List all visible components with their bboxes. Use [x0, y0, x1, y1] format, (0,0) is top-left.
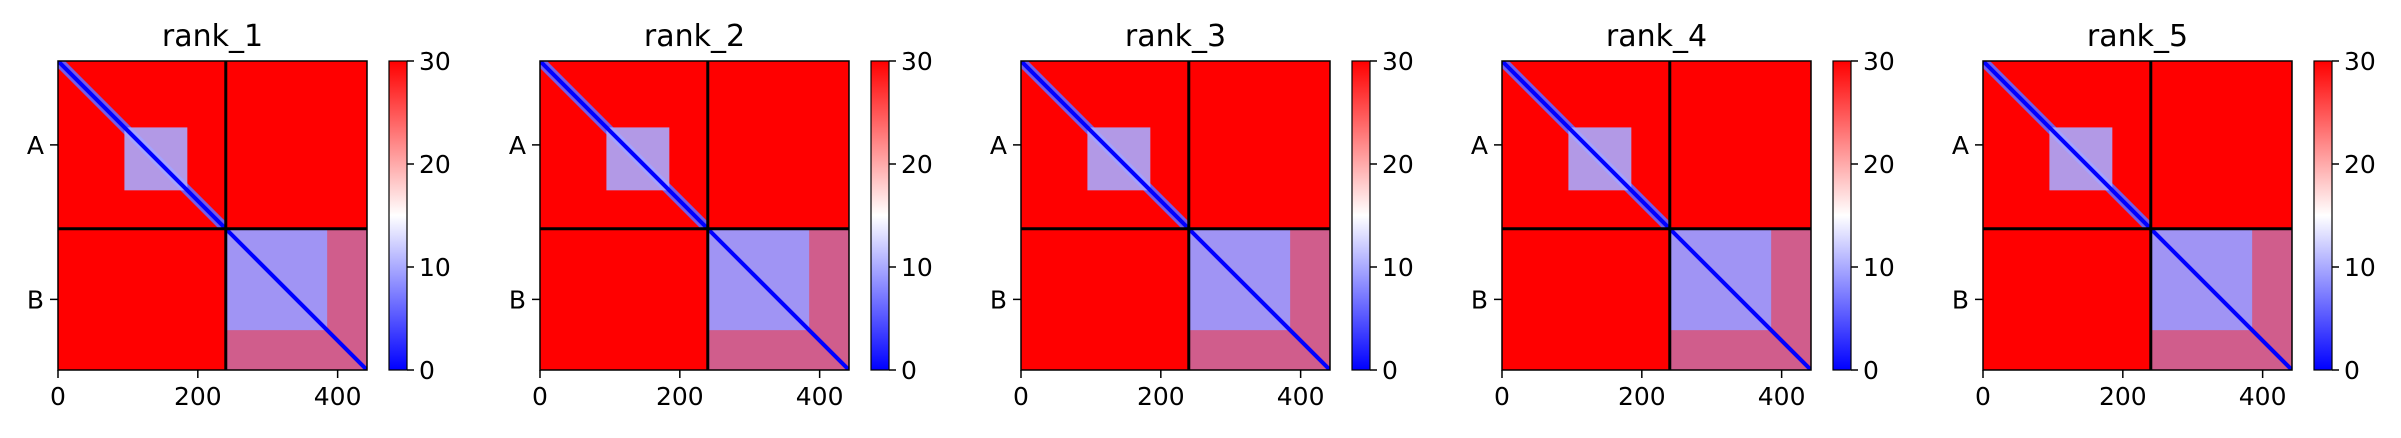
colorbar-tick-label: 10 [2344, 253, 2376, 282]
panel-title: rank_4 [1606, 19, 1707, 54]
pae-panel-rank_5: rank_5 0 200 400 A B 0 10 20 30 [1952, 19, 2376, 411]
x-tick-label: 0 [50, 382, 66, 411]
x-tick-label: 200 [174, 382, 222, 411]
colorbar-tick-label: 0 [1382, 356, 1398, 385]
pae-panel-rank_3: rank_3 0 200 400 A B 0 10 20 30 [990, 19, 1414, 411]
y-tick-label: A [27, 131, 44, 160]
axes-frame [1020, 60, 1331, 371]
colorbar [1351, 60, 1371, 371]
colorbar [388, 60, 408, 371]
x-tick-label: 0 [1013, 382, 1029, 411]
y-tick-label: A [509, 131, 526, 160]
x-tick-label: 200 [1137, 382, 1185, 411]
axes-frame [1982, 60, 2293, 371]
y-tick-label: B [1952, 285, 1969, 314]
colorbar [1832, 60, 1852, 371]
colorbar-tick-label: 20 [901, 150, 933, 179]
x-tick-label: 400 [314, 382, 362, 411]
x-tick-label: 400 [1277, 382, 1325, 411]
colorbar-tick-label: 30 [1863, 47, 1895, 76]
axes-frame [1501, 60, 1812, 371]
colorbar-tick-label: 20 [2344, 150, 2376, 179]
heatmap-diagonal [1983, 61, 2292, 370]
colorbar-tick-label: 30 [1382, 47, 1414, 76]
y-tick-label: B [1471, 285, 1488, 314]
heatmap-cells [1021, 61, 1330, 370]
colorbar-tick-label: 20 [419, 150, 451, 179]
colorbar-tick-label: 30 [2344, 47, 2376, 76]
x-tick-label: 0 [532, 382, 548, 411]
y-tick-label: B [27, 285, 44, 314]
heatmap-diagonal [1021, 61, 1330, 370]
y-tick-label: A [1471, 131, 1488, 160]
colorbar-tick-label: 0 [1863, 356, 1879, 385]
y-tick-label: A [990, 131, 1007, 160]
colorbar-tick-label: 0 [901, 356, 917, 385]
colorbar-tick-label: 0 [419, 356, 435, 385]
y-tick-label: B [990, 285, 1007, 314]
panel-title: rank_3 [1125, 19, 1226, 54]
heatmap-cells [540, 61, 849, 370]
panel-title: rank_2 [644, 19, 745, 54]
colorbar-tick-label: 20 [1382, 150, 1414, 179]
colorbar-tick-label: 10 [419, 253, 451, 282]
colorbar-tick-label: 30 [901, 47, 933, 76]
colorbar-tick-label: 0 [2344, 356, 2360, 385]
colorbar [870, 60, 890, 371]
heatmap-cells [1502, 61, 1811, 370]
y-tick-label: B [509, 285, 526, 314]
colorbar-tick-label: 30 [419, 47, 451, 76]
heatmap-diagonal [540, 61, 849, 370]
axes-frame [539, 60, 850, 371]
x-tick-label: 0 [1975, 382, 1991, 411]
x-tick-label: 200 [2099, 382, 2147, 411]
pae-panel-rank_4: rank_4 0 200 400 A B 0 10 20 30 [1471, 19, 1895, 411]
x-tick-label: 200 [1618, 382, 1666, 411]
x-tick-label: 400 [1758, 382, 1806, 411]
pae-panel-rank_2: rank_2 0 200 400 A B 0 10 20 30 [509, 19, 933, 411]
x-tick-label: 200 [656, 382, 704, 411]
x-tick-label: 400 [2239, 382, 2287, 411]
heatmap-diagonal [1502, 61, 1811, 370]
heatmap-cells [1983, 61, 2292, 370]
colorbar-tick-label: 10 [1382, 253, 1414, 282]
axes-frame [57, 60, 368, 371]
colorbar-tick-label: 20 [1863, 150, 1895, 179]
heatmap-cells [58, 61, 367, 370]
x-tick-label: 400 [796, 382, 844, 411]
y-tick-label: A [1952, 131, 1969, 160]
colorbar-tick-label: 10 [1863, 253, 1895, 282]
panel-title: rank_1 [162, 19, 263, 54]
heatmap-diagonal [58, 61, 367, 370]
colorbar [2313, 60, 2333, 371]
pae-panel-rank_1: rank_1 0 200 400 A B 0 10 20 30 [27, 19, 451, 411]
colorbar-tick-label: 10 [901, 253, 933, 282]
panel-title: rank_5 [2087, 19, 2188, 54]
x-tick-label: 0 [1494, 382, 1510, 411]
